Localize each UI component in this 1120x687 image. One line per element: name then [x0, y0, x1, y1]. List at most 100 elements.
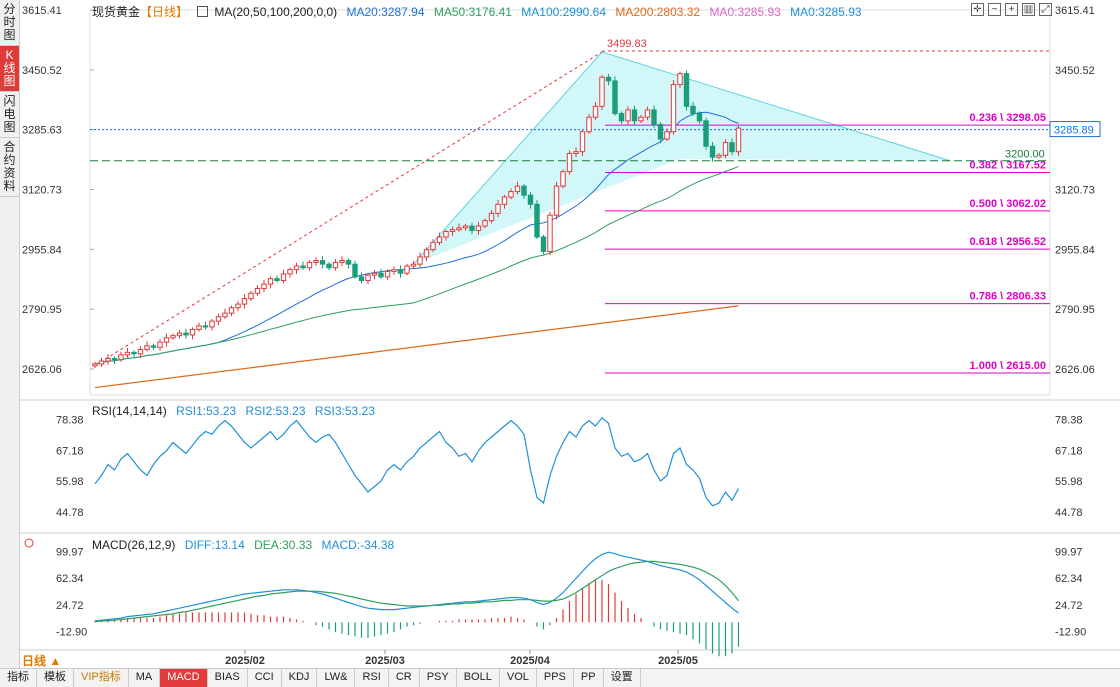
candle-body: [514, 185, 521, 193]
price-tick-right-1: 3450.52: [1055, 65, 1095, 77]
instrument-title: 现货黄金: [92, 5, 141, 19]
toolbar-item-2[interactable]: VIP指标: [74, 669, 129, 687]
ma200-value: MA200:2803.32: [615, 5, 701, 19]
candle-body: [475, 225, 482, 231]
candle-body: [222, 312, 228, 318]
triangle-left-line: [413, 51, 603, 265]
candle-body: [157, 341, 163, 348]
tab-flash-chart[interactable]: 闪电图: [0, 92, 19, 138]
high-price-label: 3499.83: [607, 38, 647, 50]
time-label-1: 2025/03: [365, 655, 405, 667]
period-selector-label: 日线: [22, 654, 47, 668]
candle-body: [618, 113, 625, 122]
ma-settings-icon[interactable]: [197, 6, 209, 17]
macd-settings-icon: [24, 538, 34, 548]
zoom-out-icon[interactable]: −: [988, 3, 1001, 16]
toolbar-item-13[interactable]: VOL: [500, 669, 537, 687]
tab-k-chart[interactable]: K线图: [0, 46, 19, 92]
macd-legend: MACD(26,12,9) DIFF:13.14 DEA:30.33 MACD:…: [92, 538, 400, 552]
candle-body: [482, 220, 488, 227]
candle-body: [306, 261, 313, 269]
toolbar-item-7[interactable]: KDJ: [282, 669, 318, 687]
price-tick-left-4: 2955.84: [22, 244, 62, 256]
support-label: 3200.00: [1005, 149, 1045, 161]
rsi-tick-right-1: 67.18: [1055, 445, 1083, 457]
candle-body: [716, 154, 722, 158]
toolbar-item-9[interactable]: RSI: [355, 669, 389, 687]
toolbar-item-5[interactable]: BIAS: [208, 669, 248, 687]
candle-body: [423, 249, 430, 258]
candle-body: [339, 260, 345, 263]
bottom-toolbar: 指标 模板 VIP指标 MA MACD BIAS CCI KDJ LW& RSI CR PSY BOLL…: [0, 668, 1120, 687]
rsi-tick-right-3: 44.78: [1055, 507, 1083, 519]
candle-body: [365, 274, 371, 282]
zoom-in-icon[interactable]: +: [1005, 3, 1018, 16]
current-price-box: [1049, 121, 1101, 138]
layout-icon[interactable]: ▥: [1022, 3, 1035, 16]
expand-icon[interactable]: ⤢: [1039, 3, 1052, 16]
window-controls: ✛ − + ▥ ⤢: [971, 3, 1052, 16]
candle-body: [235, 303, 241, 309]
candle-body: [202, 325, 209, 328]
toolbar-item-11[interactable]: PSY: [420, 669, 457, 687]
toolbar-item-10[interactable]: CR: [389, 669, 420, 687]
candle-body: [709, 145, 716, 158]
toolbar-item-14[interactable]: PPS: [537, 669, 574, 687]
rsi-tick-right-0: 78.38: [1055, 414, 1083, 426]
ma-params: MA(20,50,100,200,0,0): [214, 5, 338, 19]
candle-body: [625, 109, 631, 122]
candle-body: [729, 142, 735, 153]
candle-body: [391, 269, 397, 272]
macd-diff-line: [94, 551, 739, 622]
candle-body: [215, 316, 222, 322]
toolbar-item-3[interactable]: MA: [129, 669, 161, 687]
candle-body: [163, 337, 170, 343]
price-tick-left-0: 3615.41: [22, 5, 62, 17]
candle-body: [326, 263, 332, 269]
candle-body: [560, 171, 566, 187]
candle-body: [352, 263, 358, 278]
tab-time-chart[interactable]: 分时图: [0, 0, 19, 46]
toolbar-item-6[interactable]: CCI: [248, 669, 282, 687]
candle-body: [696, 113, 703, 122]
candle-body: [540, 236, 547, 252]
candle-body: [98, 360, 105, 365]
macd-tick-right-0: 99.97: [1055, 547, 1083, 559]
toolbar-item-4[interactable]: MACD: [160, 669, 208, 687]
period-tag[interactable]: 【日线】: [140, 5, 189, 19]
toolbar-item-12[interactable]: BOLL: [457, 669, 500, 687]
price-tick-right-0: 3615.41: [1055, 5, 1095, 17]
candle-body: [131, 351, 137, 355]
diff-value: DIFF:13.14: [184, 538, 245, 552]
candle-body: [189, 328, 196, 336]
triangle-pattern: [413, 51, 950, 265]
candle-body: [274, 278, 280, 282]
candle-body: [553, 185, 560, 216]
crosshair-icon[interactable]: ✛: [971, 3, 984, 16]
main-panel-border: [89, 9, 1051, 396]
candle-body: [196, 325, 202, 330]
candle-body: [534, 203, 540, 238]
macd-title[interactable]: MACD(26,12,9): [92, 538, 176, 552]
rsi-legend: RSI(14,14,14) RSI1:53.23 RSI2:53.23 RSI3…: [92, 404, 381, 418]
candle-body: [176, 332, 183, 337]
candle-body: [332, 261, 339, 269]
candle-body: [501, 196, 508, 205]
candle-body: [410, 263, 417, 267]
chart-svg[interactable]: 3615.41 3615.41 3450.52 3450.52 3285.63 3285.…: [20, 0, 1120, 668]
candle-body: [371, 272, 378, 276]
period-selector[interactable]: 日线 ▲: [22, 652, 61, 669]
toolbar-item-8[interactable]: LW&: [317, 669, 356, 687]
rsi-title[interactable]: RSI(14,14,14): [92, 404, 167, 418]
candle-body: [241, 298, 248, 305]
toolbar-item-15[interactable]: PP: [574, 669, 604, 687]
toolbar-item-16[interactable]: 设置: [604, 669, 641, 687]
tab-contract-info[interactable]: 合约资料: [0, 138, 19, 197]
toolbar-item-1[interactable]: 模板: [37, 669, 74, 687]
candle-body: [657, 123, 664, 140]
candle-body: [417, 256, 423, 265]
candle-body: [183, 332, 189, 336]
candle-body: [735, 127, 742, 153]
candle-body: [124, 351, 131, 356]
toolbar-item-0[interactable]: 指标: [0, 669, 37, 687]
